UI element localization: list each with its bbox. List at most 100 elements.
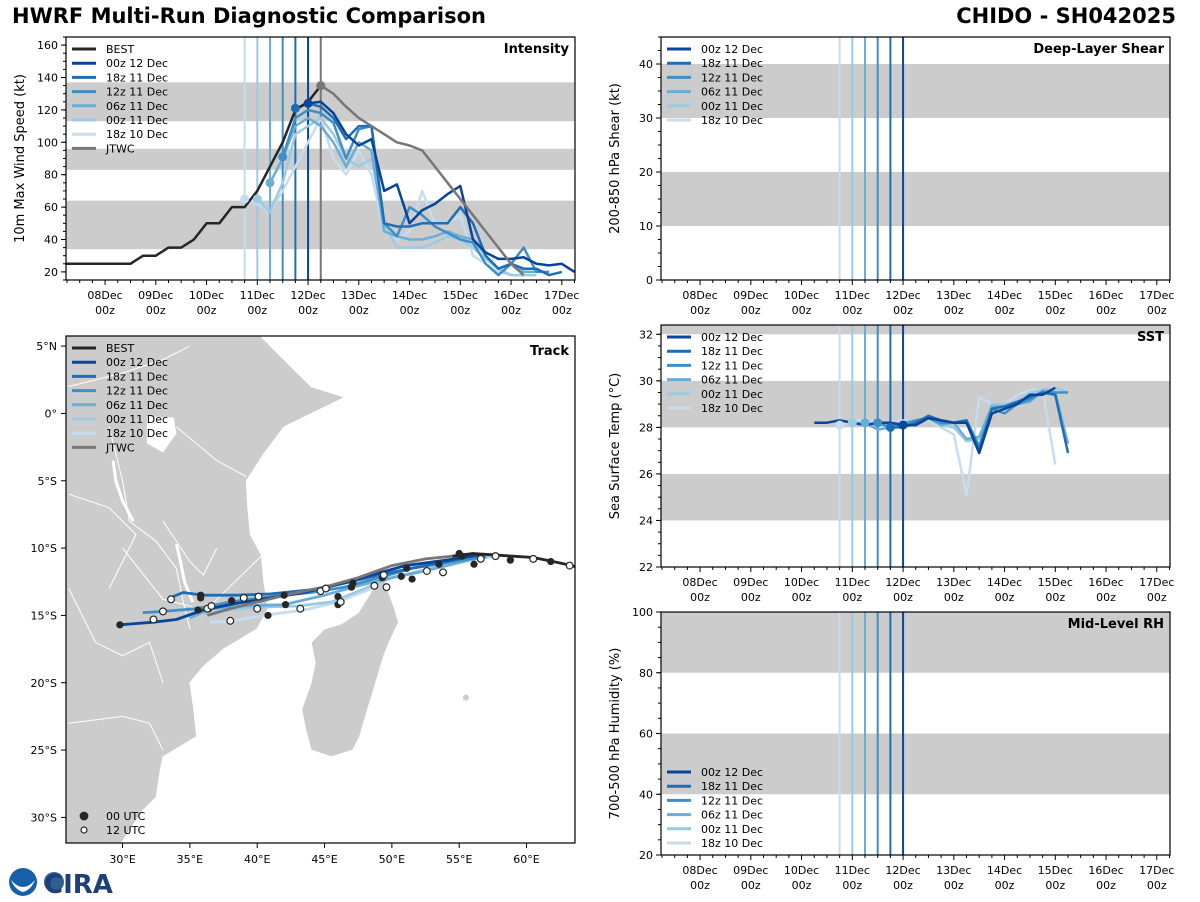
storm-id-title: CHIDO - SH042025 (956, 4, 1176, 28)
noaa-logo-icon (9, 868, 37, 896)
land-africa (66, 336, 347, 843)
marker-legend-symbol (80, 826, 88, 834)
x-tick-label: 00z (1045, 591, 1065, 604)
x-tick-label: 10Dec (784, 289, 819, 302)
country-border (122, 547, 263, 614)
legend-label: 00z 11 Dec (106, 413, 168, 426)
country-border (68, 715, 164, 751)
track-point-12utc (439, 568, 448, 577)
x-tick-label: 09Dec (733, 864, 768, 877)
threshold-band (661, 473, 1170, 521)
x-tick-label: 00z (1147, 591, 1167, 604)
x-tick-label: 14Dec (392, 289, 427, 302)
legend-label: JTWC (105, 441, 135, 454)
x-tick-label: 00z (1147, 304, 1167, 317)
x-tick-label: 00z (893, 304, 913, 317)
figure-title: HWRF Multi-Run Diagnostic Comparison (12, 4, 487, 28)
country-border (108, 426, 191, 630)
map-area (66, 336, 575, 843)
x-tick-label: 08Dec (87, 289, 122, 302)
track-point-12utc (565, 561, 574, 570)
x-tick-label: 15Dec (1038, 864, 1073, 877)
track-point-00utc (280, 591, 288, 599)
x-tick-label: 14Dec (987, 576, 1022, 589)
track-point-12utc (370, 581, 379, 590)
x-tick-label: 00z (893, 879, 913, 892)
x-tick-label: 15Dec (443, 289, 478, 302)
legend-label: 00z 11 Dec (106, 114, 168, 127)
track-point-12utc (529, 554, 538, 563)
chart-sst: 22 24 26 28 30 32 08Dec 00z 09Dec 00z 10Dec 00z 11De… (608, 324, 1174, 604)
x-tick-label: 00z (1096, 304, 1116, 317)
x-tick-label: 00z (842, 591, 862, 604)
lon-tick-label: 40°E (244, 853, 270, 866)
init-marker (847, 418, 857, 428)
x-tick-label: 15Dec (1038, 289, 1073, 302)
y-tick-label: 140 (37, 72, 58, 85)
track-point-00utc (470, 560, 478, 568)
init-marker (860, 418, 870, 428)
legend-label: 00z 12 Dec (701, 766, 763, 779)
x-tick-label: 13Dec (341, 289, 376, 302)
legend-label: 06z 11 Dec (106, 399, 168, 412)
country-border (68, 345, 191, 387)
country-border (68, 588, 164, 683)
track-point-00utc (506, 556, 514, 564)
x-tick-label: 13Dec (936, 864, 971, 877)
track-point-00utc (264, 611, 272, 620)
track-point-12utc (207, 601, 216, 610)
x-tick-label: 13Dec (936, 576, 971, 589)
threshold-band (661, 172, 1170, 226)
series-line-12z-11-dec (281, 108, 550, 277)
x-tick-label: 00z (1096, 591, 1116, 604)
legend-label: 18z 11 Dec (106, 71, 168, 84)
x-tick-label: 12Dec (885, 576, 920, 589)
legend-label: 18z 10 Dec (106, 427, 168, 440)
y-tick-label: 120 (37, 104, 58, 117)
series-line-00z-12-dec (307, 100, 575, 273)
x-tick-label: 00z (298, 304, 318, 317)
legend-label: 06z 11 Dec (701, 86, 763, 99)
track-point-12utc (239, 593, 248, 602)
legend-label: 06z 11 Dec (701, 374, 763, 387)
x-tick-label: 10Dec (189, 289, 224, 302)
land-madagascar (301, 573, 400, 758)
threshold-band (661, 733, 1170, 795)
chart-shear: 0 10 20 30 40 08Dec 00z 09Dec 00z 10Dec 00z 11Dec 00… (608, 36, 1174, 317)
threshold-band (661, 325, 1170, 335)
x-tick-label: 00z (741, 879, 761, 892)
lat-tick-label: 10°S (31, 542, 57, 555)
y-tick-label: 100 (37, 136, 58, 149)
x-tick-label: 08Dec (682, 289, 717, 302)
x-tick-label: 00z (501, 304, 521, 317)
track-point-12utc (476, 554, 485, 563)
track-point-12utc (167, 595, 176, 604)
x-tick-label: 08Dec (682, 576, 717, 589)
x-tick-label: 13Dec (936, 289, 971, 302)
x-tick-label: 00z (1045, 879, 1065, 892)
country-border (68, 493, 137, 589)
track-line-06z-11-dec (189, 554, 487, 620)
x-tick-label: 16Dec (1088, 864, 1123, 877)
x-tick-label: 15Dec (1038, 576, 1073, 589)
y-tick-label: 24 (639, 514, 653, 527)
track-point-00utc (435, 560, 443, 568)
x-tick-label: 00z (552, 304, 572, 317)
x-tick-label: 16Dec (1088, 289, 1123, 302)
panel-title: SST (1137, 330, 1164, 345)
y-tick-label: 40 (639, 58, 653, 71)
x-tick-label: 14Dec (987, 864, 1022, 877)
legend-label: BEST (106, 43, 134, 56)
country-border (162, 520, 218, 576)
track-point-00utc (194, 606, 202, 614)
legend-label: 00z 11 Dec (701, 388, 763, 401)
legend-label: 12z 11 Dec (701, 71, 763, 84)
init-marker (835, 420, 845, 430)
init-marker (885, 422, 895, 432)
y-tick-label: 60 (639, 728, 653, 741)
legend-label: 00z 12 Dec (701, 43, 763, 56)
y-tick-label: 60 (44, 201, 58, 214)
x-tick-label: 00z (1147, 879, 1167, 892)
x-tick-label: 00z (944, 304, 964, 317)
x-tick-label: 11Dec (835, 864, 870, 877)
